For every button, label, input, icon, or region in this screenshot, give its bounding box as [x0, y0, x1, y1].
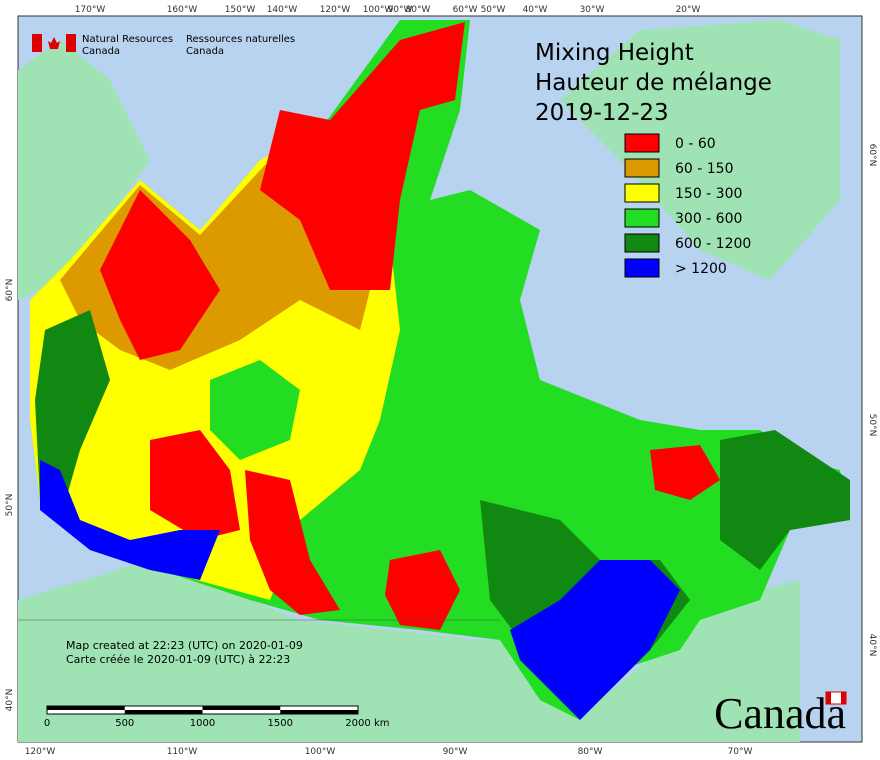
wordmark: Canada	[714, 689, 846, 738]
zone-0-60	[385, 550, 460, 630]
wordmark-flag	[826, 692, 831, 704]
legend-swatch	[624, 208, 660, 228]
agency-en: Natural Resources	[82, 34, 173, 45]
zone-0-60	[650, 445, 720, 500]
zone-0-60	[150, 430, 240, 540]
lat-label: 50°N	[5, 494, 15, 517]
legend-swatch	[624, 258, 660, 278]
footer: Map created at 22:23 (UTC) on 2020-01-09	[66, 639, 303, 652]
scale-segment	[47, 706, 125, 710]
title: Mixing Height	[535, 40, 694, 66]
scale-segment	[124, 710, 203, 714]
lon-label: 150°W	[225, 5, 256, 15]
legend-label: 0 - 60	[675, 136, 716, 152]
title: Hauteur de mélange	[535, 70, 772, 96]
legend-swatch	[624, 183, 660, 203]
scale-unit: km	[374, 718, 390, 729]
legend-label: 60 - 150	[675, 161, 734, 177]
lon-label: 50°W	[481, 5, 506, 15]
lon-label: 90°W	[388, 5, 413, 15]
zone-over-1200	[40, 460, 220, 580]
zone-0-60	[100, 190, 220, 360]
lon-label: 140°W	[267, 5, 298, 15]
lat-label: 40°N	[5, 689, 15, 712]
usa	[18, 560, 800, 742]
zone-over-1200	[510, 560, 680, 720]
lon-label: 40°W	[523, 5, 548, 15]
scale-label: 2000	[345, 718, 370, 729]
legend-swatch	[624, 233, 660, 253]
agency-fr: Canada	[186, 46, 224, 57]
scale-label: 500	[115, 718, 134, 729]
lon-label: 160°W	[167, 5, 198, 15]
lon-label: 170°W	[75, 5, 106, 15]
lon-label: 20°W	[676, 5, 701, 15]
lon-label: 80°W	[406, 5, 431, 15]
legend-label: 600 - 1200	[675, 236, 751, 252]
legend-swatch	[624, 158, 660, 178]
title: 2019-12-23	[535, 100, 669, 126]
zone-0-60	[245, 470, 340, 615]
scale-label: 1500	[268, 718, 293, 729]
greenland	[560, 20, 840, 280]
lat-label: 60°N	[867, 144, 877, 167]
alaska	[18, 40, 150, 300]
lat-label: 50°N	[867, 414, 877, 437]
zone-300-600	[210, 360, 300, 460]
scale-label: 0	[44, 718, 50, 729]
scale-label: 1000	[190, 718, 215, 729]
flag-bar	[32, 34, 42, 52]
legend-label: 150 - 300	[675, 186, 742, 202]
flag-leaf	[48, 37, 60, 49]
lon-label: 30°W	[580, 5, 605, 15]
lon-label: 120°W	[25, 747, 56, 757]
lon-label: 120°W	[320, 5, 351, 15]
wordmark-flag	[841, 692, 846, 704]
lon-label: 70°W	[728, 747, 753, 757]
lon-label: 100°W	[305, 747, 336, 757]
scale-segment	[202, 706, 281, 710]
legend-swatch	[624, 133, 660, 153]
legend-label: > 1200	[675, 261, 727, 277]
flag-bar	[66, 34, 76, 52]
legend-label: 300 - 600	[675, 211, 742, 227]
lon-label: 90°W	[443, 747, 468, 757]
scale-segment	[280, 710, 358, 714]
lat-label: 40°N	[867, 634, 877, 657]
zone-600-1200	[720, 430, 850, 570]
agency-en: Canada	[82, 46, 120, 57]
lon-label: 100°W	[363, 5, 394, 15]
lat-label: 60°N	[5, 279, 15, 302]
lon-label: 80°W	[578, 747, 603, 757]
agency-fr: Ressources naturelles	[186, 34, 295, 45]
footer: Carte créée le 2020-01-09 (UTC) à 22:23	[66, 653, 290, 666]
zone-0-60	[260, 22, 465, 290]
lon-label: 110°W	[167, 747, 198, 757]
lon-label: 60°W	[453, 5, 478, 15]
